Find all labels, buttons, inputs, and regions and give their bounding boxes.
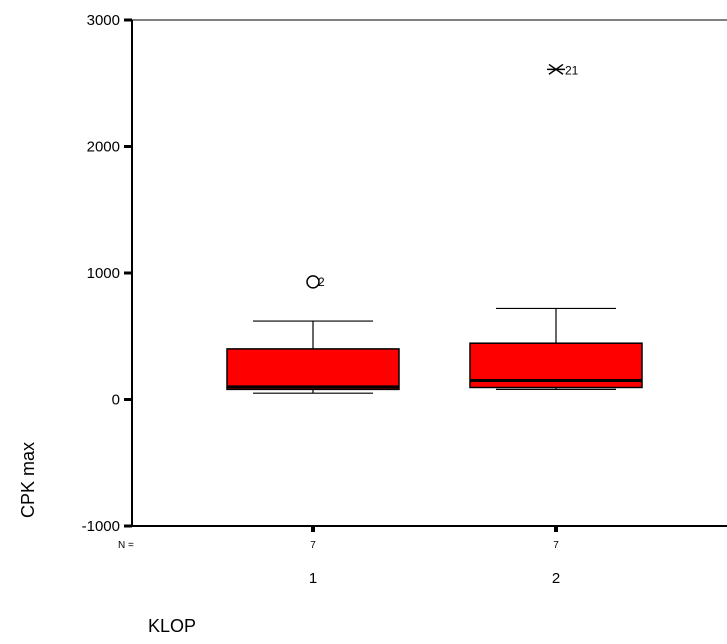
box-1: 2 — [226, 275, 400, 394]
y-tick-label: -1000 — [82, 518, 120, 535]
y-axis-title: CPK max — [18, 442, 38, 518]
y-tick-label: 0 — [112, 392, 120, 409]
y-tick-label: 2000 — [87, 139, 120, 156]
box-iqr — [226, 348, 400, 391]
y-tick-label: 3000 — [87, 12, 120, 29]
x-category-label: 2 — [552, 570, 560, 587]
y-ticks: 3000 2000 1000 0 -1000 — [82, 12, 132, 535]
x-tick-mark — [554, 526, 558, 532]
outlier-star-marker — [548, 63, 564, 75]
n-count-label: 7 — [553, 540, 559, 551]
x-axis-title: KLOP — [148, 616, 196, 636]
outlier-label: 2 — [318, 275, 325, 289]
x-tick-mark — [311, 526, 315, 532]
n-label: N = — [118, 540, 134, 551]
outlier-label: 21 — [565, 63, 579, 77]
plot-frame — [131, 19, 727, 527]
x-ticks: 7 1 7 2 — [309, 526, 560, 587]
box-2: 21 — [469, 63, 643, 390]
x-category-label: 1 — [309, 570, 317, 587]
boxes: 2 21 — [226, 63, 643, 394]
outlier-circle-marker — [306, 275, 320, 289]
y-tick-label: 1000 — [87, 265, 120, 282]
n-count-label: 7 — [310, 540, 316, 551]
